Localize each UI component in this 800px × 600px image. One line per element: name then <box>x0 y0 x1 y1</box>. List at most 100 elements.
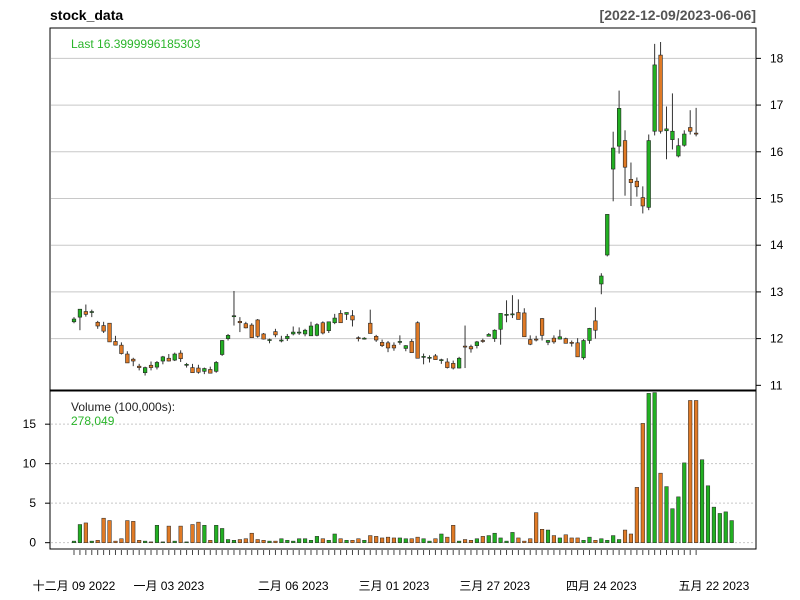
volume-bar <box>575 537 580 543</box>
volume-bar <box>397 537 402 543</box>
volume-bar <box>652 392 657 543</box>
volume-bar <box>273 540 278 543</box>
volume-bar <box>658 472 663 543</box>
candle-body <box>368 322 373 334</box>
volume-bar <box>338 538 343 543</box>
volume-bar <box>403 538 408 543</box>
price-y-tick-label: 11 <box>770 378 783 392</box>
volume-bar <box>320 538 325 543</box>
candle-body <box>587 328 592 341</box>
volume-bar <box>504 540 509 543</box>
candle-body <box>409 341 414 353</box>
price-y-tick-label: 16 <box>770 145 784 159</box>
candle-body <box>279 339 284 342</box>
volume-bar <box>498 537 503 543</box>
candle-body <box>688 127 693 132</box>
price-panel-frame <box>49 27 757 391</box>
candle-body <box>640 197 645 207</box>
volume-bar <box>705 485 711 543</box>
volume-bar <box>581 540 586 543</box>
x-tick-label: 三月 27 2023 <box>459 579 530 593</box>
last-price-annotation: Last 16.3999996185303 <box>71 37 201 51</box>
volume-bar <box>646 393 651 543</box>
volume-bar <box>664 486 669 543</box>
candle-body <box>510 313 515 316</box>
price-y-tick-label: 18 <box>770 51 784 65</box>
x-tick-label: 五月 22 2023 <box>679 579 750 593</box>
volume-bar <box>439 533 444 543</box>
candle-body <box>563 338 568 344</box>
volume-bar <box>308 540 314 543</box>
volume-bar <box>368 535 373 543</box>
candle-body <box>522 312 527 338</box>
volume-bar <box>433 538 438 543</box>
volume-bar <box>723 511 728 543</box>
volume-bar <box>569 537 574 543</box>
volume-bar <box>267 540 272 543</box>
candle-body <box>231 315 237 318</box>
candle-body <box>593 320 598 331</box>
candle-body <box>480 340 485 342</box>
date-range: [2022-12-09/2023-06-06] <box>600 7 756 23</box>
candle-body <box>107 322 112 343</box>
candle-body <box>350 315 355 321</box>
volume-bar <box>427 540 432 543</box>
volume-bar <box>593 540 598 543</box>
candle-body <box>468 346 474 350</box>
price-panel: 11 12 13 14 15 16 17 18 Last 16.3999996185303 <box>49 27 784 392</box>
volume-bar <box>391 537 396 543</box>
candle-body <box>599 275 604 285</box>
candle-body <box>291 331 296 335</box>
candle-body <box>581 340 586 359</box>
candle-body <box>427 357 432 359</box>
candle-body <box>646 140 651 208</box>
volume-bar <box>249 532 254 543</box>
volume-bar <box>551 535 556 543</box>
volume-bar <box>220 528 225 543</box>
candle-body <box>137 365 142 368</box>
volume-y-tick-label: 0 <box>29 536 36 550</box>
candle-body <box>202 368 207 372</box>
volume-bar <box>231 540 237 543</box>
volume-bar <box>474 538 479 543</box>
price-gridlines <box>51 57 755 340</box>
candle-body <box>160 356 165 362</box>
volume-bar <box>711 506 716 543</box>
candle-body <box>457 357 462 369</box>
volume-bar <box>522 540 527 543</box>
candle-body <box>143 367 148 374</box>
candle-body <box>243 323 248 329</box>
volume-bar <box>119 538 124 543</box>
volume-bar <box>557 537 562 543</box>
volume-bar <box>243 538 248 543</box>
volume-bar <box>261 540 266 543</box>
volume-bar <box>344 540 349 543</box>
volume-bar <box>540 529 545 543</box>
candle-body <box>622 140 628 168</box>
volume-bar <box>71 540 77 543</box>
volume-y-axis: 0 5 10 15 <box>23 417 50 550</box>
volume-bar <box>700 459 705 543</box>
volume-bar <box>599 538 604 543</box>
candle-body <box>474 341 480 346</box>
candle-body <box>344 312 349 315</box>
candle-body <box>71 318 77 323</box>
volume-bar <box>214 525 219 543</box>
candle-body <box>433 355 438 360</box>
volume-bar <box>534 512 539 543</box>
volume-bar <box>285 540 290 543</box>
chart-title: stock_data <box>50 7 123 23</box>
volume-bar <box>83 522 88 543</box>
volume-bar <box>617 539 622 543</box>
volume-bar <box>415 536 420 543</box>
candle-body <box>196 367 201 373</box>
candle-body <box>101 325 106 332</box>
volume-bar <box>143 540 148 543</box>
candle-body <box>539 318 545 336</box>
candle-body <box>95 321 100 327</box>
volume-bar <box>279 538 284 543</box>
candle-body <box>77 308 83 318</box>
price-y-tick-label: 15 <box>770 191 784 205</box>
volume-bar <box>291 540 296 543</box>
